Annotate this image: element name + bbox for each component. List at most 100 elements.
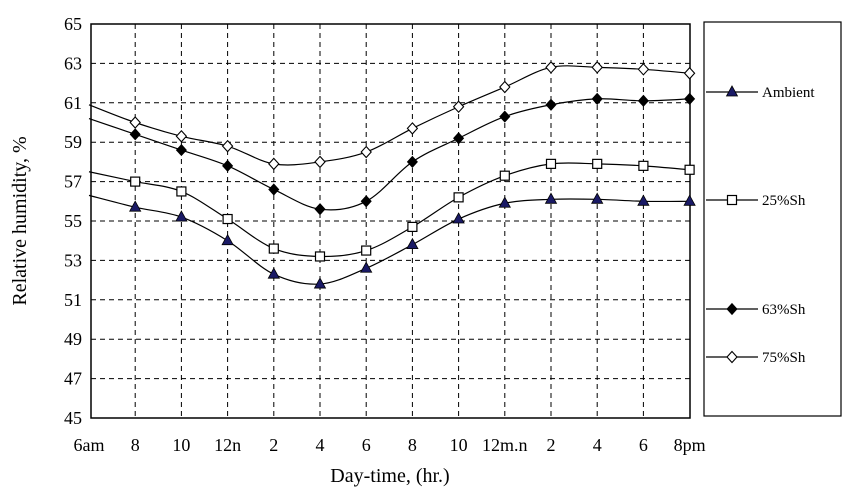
data-point-75-sh [637, 62, 650, 76]
x-tick-label: 6 [362, 435, 371, 455]
data-point-75-sh [499, 80, 511, 94]
x-axis-title: Day-time, (hr.) [330, 465, 449, 487]
data-point-63-sh [129, 128, 141, 141]
x-tick-label: 2 [269, 435, 278, 455]
data-point-75-sh [268, 157, 280, 171]
x-tick-label: 10 [450, 435, 468, 455]
data-point-ambient [452, 212, 465, 224]
legend: Ambient 25%Sh 63%Sh 75%Sh [706, 85, 815, 366]
x-tick-label: 8 [408, 435, 417, 455]
y-tick-label: 53 [64, 250, 82, 270]
data-point-25-sh [130, 176, 141, 187]
legend-marker-63-sh [726, 302, 738, 316]
legend-label-25-sh: 25%Sh [762, 193, 806, 209]
data-point-63-sh [268, 183, 280, 196]
data-point-63-sh [175, 143, 187, 157]
data-point-25-sh [499, 170, 510, 181]
data-point-75-sh [406, 122, 419, 135]
data-point-63-sh [222, 159, 234, 172]
legend-item-63-sh: 63%Sh [706, 302, 806, 318]
data-point-75-sh [221, 139, 234, 153]
data-point-63-sh [453, 132, 465, 145]
data-point-ambient [683, 194, 696, 206]
y-tick-label: 51 [64, 290, 82, 310]
data-point-25-sh [176, 186, 187, 197]
data-point-63-sh [499, 110, 511, 123]
data-point-ambient [129, 200, 142, 212]
data-point-63-sh [360, 195, 372, 208]
data-point-25-sh [638, 160, 649, 171]
legend-label-75-sh: 75%Sh [762, 350, 806, 366]
legend-item-ambient: Ambient [706, 85, 815, 101]
x-tick-label: 8 [131, 435, 140, 455]
data-point-25-sh [545, 158, 557, 169]
y-tick-label: 63 [64, 53, 82, 73]
series-ambient [88, 192, 696, 289]
data-point-25-sh [314, 251, 326, 262]
legend-marker-ambient [725, 85, 739, 97]
legend-label-63-sh: 63%Sh [762, 302, 806, 318]
data-point-ambient [498, 196, 511, 208]
x-tick-label: 4 [593, 435, 602, 455]
series-63-sh [88, 92, 696, 216]
y-tick-label: 65 [64, 14, 82, 34]
data-point-63-sh [684, 92, 696, 105]
data-point-ambient [360, 261, 373, 273]
y-tick-label: 59 [64, 132, 82, 152]
legend-marker-75-sh [726, 350, 738, 364]
plot-area-frame [90, 23, 691, 419]
series-25-sh [88, 158, 695, 262]
data-point-63-sh [591, 92, 603, 105]
x-tick-label: 6 [639, 435, 648, 455]
legend-marker-25-sh [726, 194, 738, 206]
y-tick-label: 55 [64, 211, 82, 231]
data-point-ambient [313, 277, 327, 289]
legend-item-75-sh: 75%Sh [706, 350, 806, 366]
tick-labels: 45 47 49 51 53 55 57 59 61 63 65 6am 8 10 12n 2 4 6 8 10 12m… [64, 14, 706, 455]
data-point-25-sh [222, 213, 233, 225]
data-point-25-sh [592, 158, 603, 169]
data-point-75-sh [314, 155, 326, 169]
legend-item-25-sh: 25%Sh [706, 193, 806, 209]
data-point-ambient [267, 267, 280, 279]
data-point-75-sh [452, 100, 465, 114]
data-point-63-sh [637, 94, 649, 107]
y-tick-label: 45 [64, 408, 82, 428]
x-tick-label: 12n [214, 435, 241, 455]
data-point-ambient [175, 210, 188, 222]
legend-label-ambient: Ambient [762, 85, 815, 101]
series-layer [88, 61, 696, 289]
data-point-63-sh [545, 98, 557, 111]
data-point-75-sh [545, 61, 557, 74]
data-point-ambient [591, 192, 604, 204]
data-point-25-sh [361, 245, 372, 256]
y-tick-label: 49 [64, 329, 82, 349]
y-axis-title: Relative humidity, % [9, 136, 31, 305]
data-point-ambient [637, 194, 650, 206]
y-tick-label: 47 [64, 369, 82, 389]
series-75-sh [88, 61, 696, 171]
data-point-25-sh [407, 221, 418, 233]
data-point-75-sh [129, 116, 141, 129]
legend-box [703, 21, 842, 417]
data-point-63-sh [314, 203, 326, 216]
data-point-75-sh [683, 66, 696, 80]
x-tick-label: 12m.n [482, 435, 528, 455]
data-point-ambient [221, 233, 234, 246]
data-point-25-sh [268, 243, 279, 254]
data-point-63-sh [406, 155, 418, 168]
x-tick-label: 2 [547, 435, 556, 455]
y-tick-label: 57 [64, 172, 82, 192]
x-tick-label: 4 [316, 435, 325, 455]
data-point-ambient [544, 192, 558, 204]
y-tick-label: 61 [64, 93, 82, 113]
data-point-ambient [406, 237, 419, 250]
x-tick-label: 10 [172, 435, 190, 455]
data-point-75-sh [175, 129, 188, 143]
data-point-75-sh [360, 145, 372, 159]
data-point-75-sh [591, 61, 603, 74]
x-tick-label: 8pm [674, 435, 706, 455]
data-point-25-sh [453, 192, 464, 203]
data-point-25-sh [684, 164, 695, 175]
